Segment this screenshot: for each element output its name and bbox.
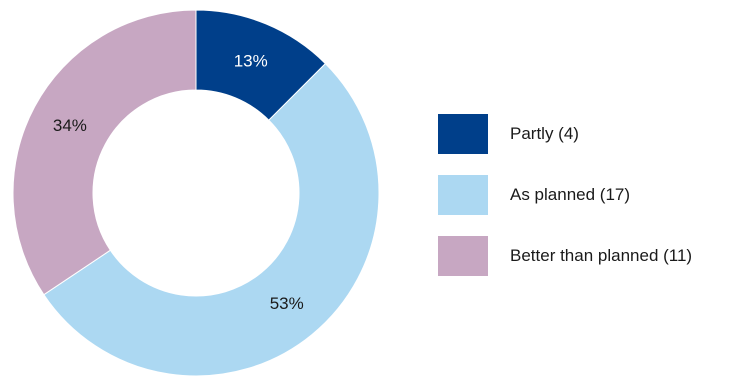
- legend-item-as-planned: As planned (17): [438, 175, 692, 215]
- legend-label-as-planned: As planned (17): [510, 185, 631, 204]
- chart-legend: Partly (4) As planned (17) Better than p…: [438, 114, 692, 297]
- slice-label-partly: 13%: [234, 51, 268, 70]
- slice-label-as-planned: 53%: [270, 294, 304, 313]
- slice-better-than-planned: [12, 9, 197, 296]
- legend-label-better-than-planned: Better than planned (11): [510, 246, 693, 265]
- legend-item-partly: Partly (4): [438, 114, 692, 154]
- slice-as-planned: [43, 62, 380, 376]
- legend-swatch-partly: [438, 114, 488, 154]
- legend-swatch-better-than-planned: [438, 236, 488, 276]
- legend-label-partly: Partly (4): [510, 124, 579, 143]
- slice-label-better-than-planned: 34%: [53, 116, 87, 135]
- legend-swatch-as-planned: [438, 175, 488, 215]
- legend-item-better-than-planned: Better than planned (11): [438, 236, 692, 276]
